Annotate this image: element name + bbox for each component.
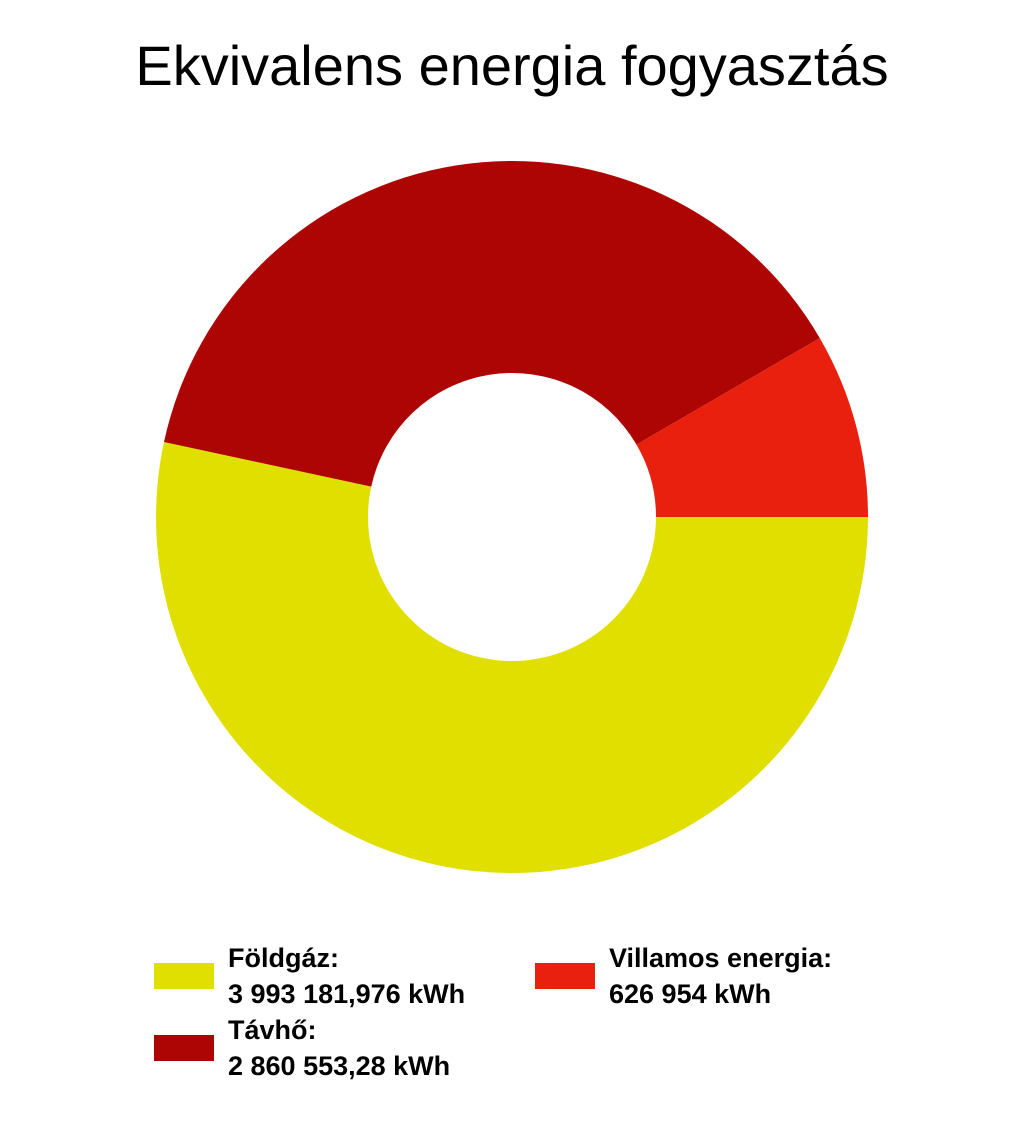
legend-swatch-tavho <box>154 1035 214 1061</box>
legend-value-villamos-energia: 626 954 kWh <box>609 979 772 1009</box>
legend-label-foldgaz: Földgáz: <box>228 943 339 973</box>
chart-title: Ekvivalens energia fogyasztás <box>135 34 889 97</box>
legend-item-tavho: Távhő: 2 860 553,28 kWh <box>154 1012 450 1084</box>
donut-slice-1 <box>156 441 868 873</box>
legend-swatch-villamos-energia <box>535 963 595 989</box>
legend-label-tavho: Távhő: <box>228 1015 317 1045</box>
legend-label-villamos-energia: Villamos energia: <box>609 943 833 973</box>
donut-slice-2 <box>163 160 820 487</box>
legend-value-foldgaz: 3 993 181,976 kWh <box>228 979 466 1009</box>
legend-swatch-foldgaz <box>154 963 214 989</box>
donut-slice-3 <box>636 338 868 517</box>
legend-item-villamos-energia: Villamos energia: 626 954 kWh <box>535 940 832 1012</box>
legend-value-tavho: 2 860 553,28 kWh <box>228 1051 451 1081</box>
legend-item-foldgaz: Földgáz: 3 993 181,976 kWh <box>154 940 465 1012</box>
